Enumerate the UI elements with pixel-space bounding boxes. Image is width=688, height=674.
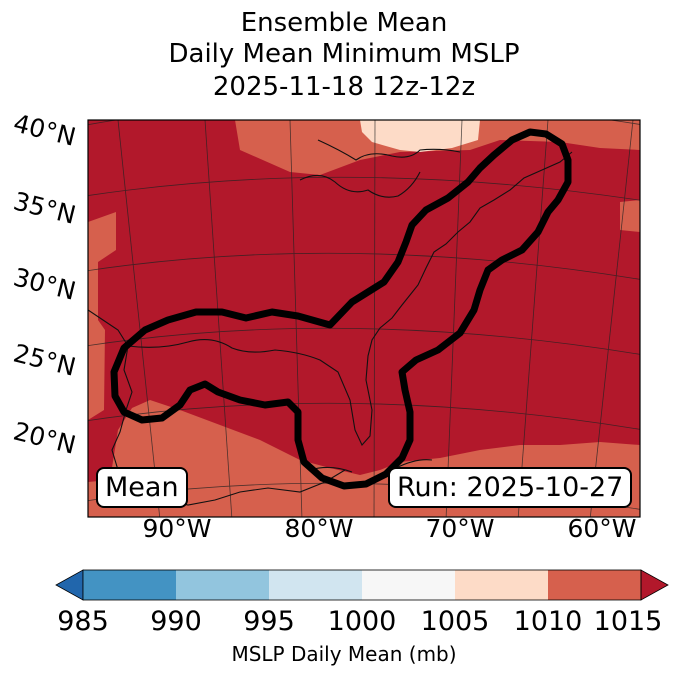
colorbar-tick-995: 995 [243, 606, 295, 637]
colorbar-tick-1005: 1005 [420, 606, 490, 637]
field-1005-1010 [360, 120, 480, 152]
colorbar-bin-1010-1015 [548, 570, 641, 600]
colorbar-bin-990-995 [176, 570, 269, 600]
colorbar-frame [82, 569, 642, 601]
contour-outline [110, 128, 572, 490]
chart-title-line-2: Daily Mean Minimum MSLP [168, 39, 520, 69]
lon-label-90w: 90°W [142, 514, 212, 543]
map-panel [87, 119, 641, 518]
colorbar-tick-1010: 1010 [513, 606, 583, 637]
chart-title-line-3: 2025-11-18 12z-12z [212, 72, 476, 102]
map-frame [87, 119, 641, 518]
colorbar-label: MSLP Daily Mean (mb) [231, 642, 457, 666]
run-date-badge: Run: 2025-10-27 [388, 467, 633, 508]
lon-label-70w: 70°W [425, 514, 495, 543]
lon-label-80w: 80°W [284, 514, 354, 543]
mean-badge: Mean [96, 467, 188, 508]
colorbar-tick-985: 985 [57, 606, 109, 637]
colorbar-tick-1015: 1015 [593, 606, 663, 637]
colorbar-extend-low [55, 569, 84, 601]
colorbar-bin-995-1000 [269, 570, 362, 600]
colorbar-tick-990: 990 [150, 606, 202, 637]
colorbar-bin-1005-1010 [455, 570, 548, 600]
colorbar-tick-1000: 1000 [327, 606, 397, 637]
colorbar [55, 569, 669, 601]
colorbar-bin-985-990 [83, 570, 176, 600]
colorbar-bin-1000-1005 [362, 570, 455, 600]
colorbar-extend-high [640, 569, 669, 601]
lon-label-60w: 60°W [567, 514, 637, 543]
chart-title-line-1: Ensemble Mean [240, 8, 448, 38]
